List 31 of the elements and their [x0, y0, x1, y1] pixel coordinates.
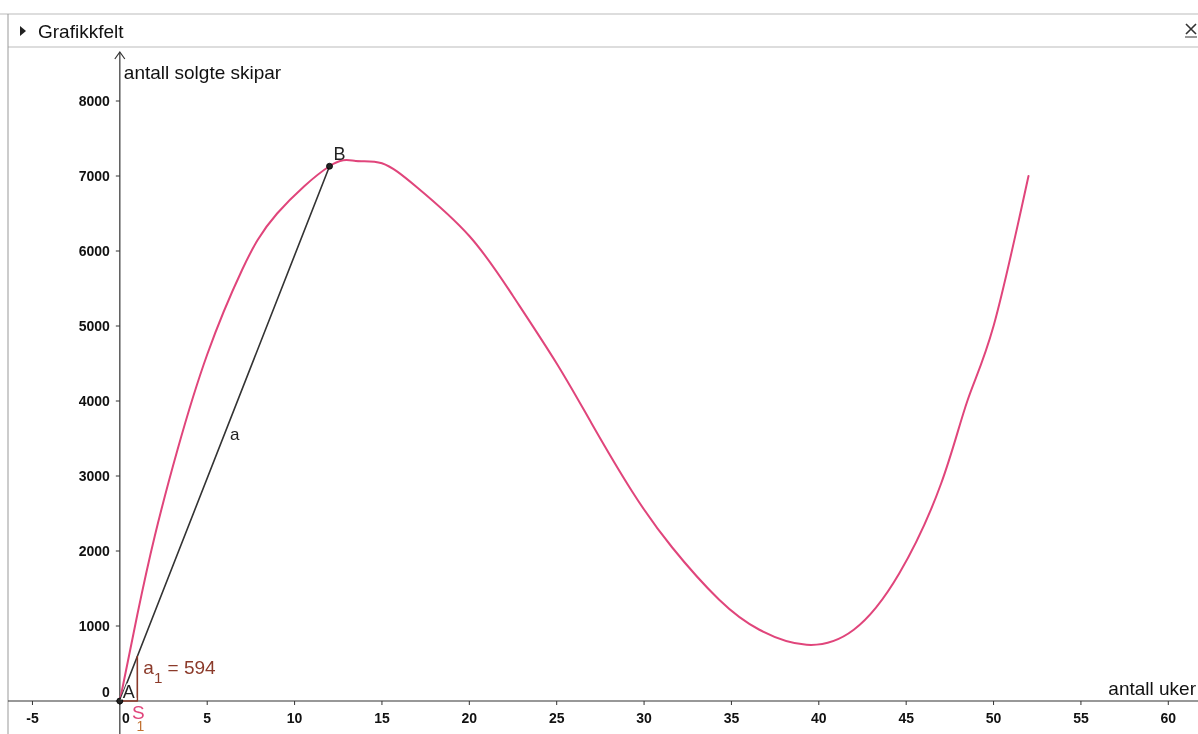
y-tick-label: 6000 [78, 243, 111, 259]
x-tick-label: 40 [811, 710, 827, 726]
x-tick-label: 0 [121, 710, 130, 726]
y-tick-label: 5000 [78, 318, 111, 334]
x-tick-label: 45 [898, 710, 915, 726]
y-tick-label: 7000 [78, 168, 111, 184]
annotation: 1 [136, 718, 145, 734]
chart-title: Grafikkfelt [38, 21, 125, 42]
annotation: B [333, 144, 346, 165]
x-tick-label: 20 [461, 710, 478, 726]
y-axis-title: antall solgte skipar [123, 62, 282, 83]
x-tick-label: 25 [548, 710, 565, 726]
x-tick-label: 30 [636, 710, 653, 726]
x-tick-label: 50 [985, 710, 1002, 726]
y-tick-label: 0 [102, 684, 111, 700]
annotation: a [229, 424, 240, 444]
y-tick-label: 4000 [78, 393, 111, 409]
x-tick-label: -5 [26, 710, 39, 726]
x-tick-label: 15 [374, 710, 390, 726]
y-tick-label: 8000 [78, 93, 111, 109]
annotation: A [122, 682, 135, 702]
y-tick-label: 3000 [78, 468, 111, 484]
annotation: a$_{1}$ = 594 [143, 657, 217, 686]
x-tick-label: 55 [1073, 710, 1089, 726]
x-tick-label: 5 [203, 710, 212, 726]
y-tick-label: 2000 [78, 543, 111, 559]
y-tick-label: 1000 [78, 618, 111, 634]
x-tick-label: 35 [723, 710, 740, 726]
x-tick-label: 10 [286, 710, 303, 726]
x-axis-title: antall uker [1108, 678, 1197, 699]
x-tick-label: 60 [1160, 710, 1177, 726]
